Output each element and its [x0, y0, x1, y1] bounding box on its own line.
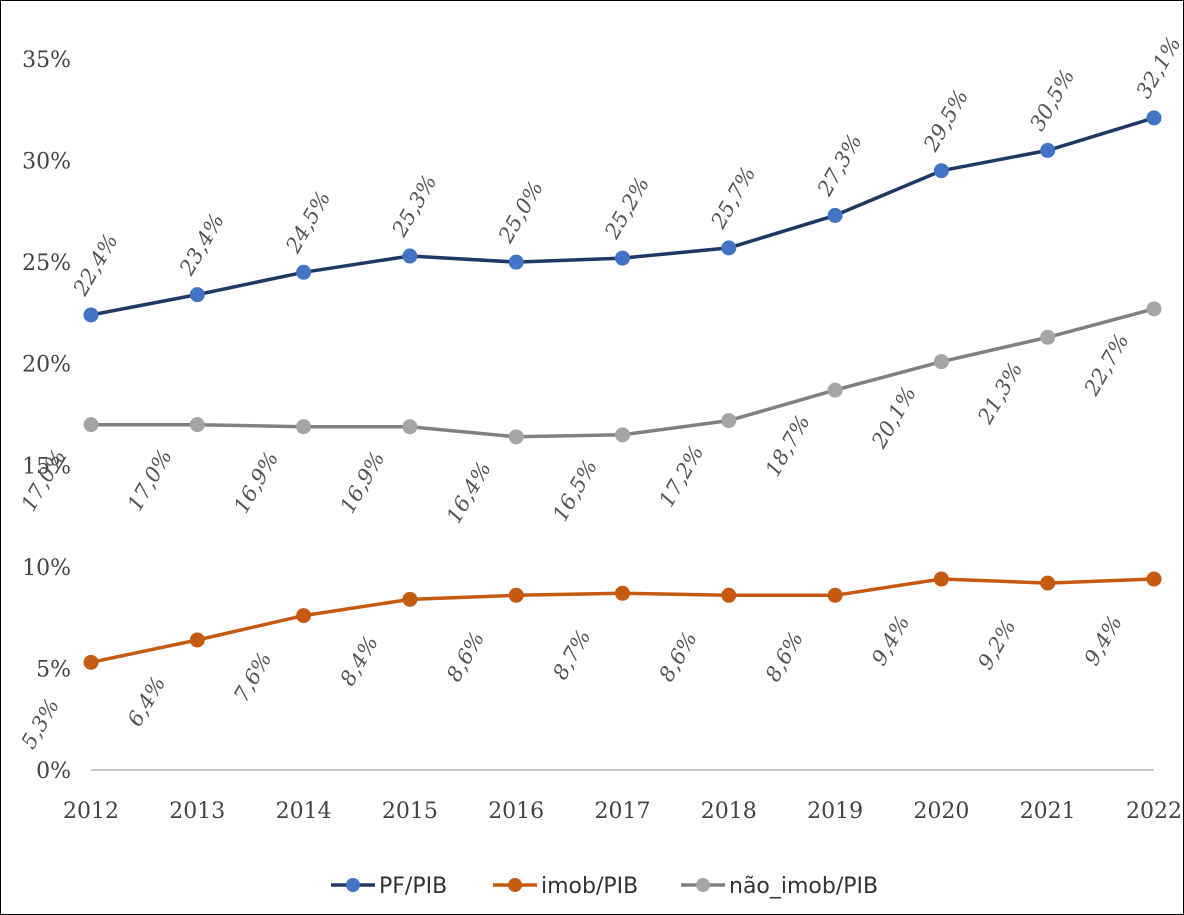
data-label: 24,5% [281, 187, 336, 258]
data-point [721, 587, 737, 603]
data-point [721, 413, 737, 429]
y-tick-label: 30% [22, 150, 71, 175]
data-label: 16,9% [229, 447, 283, 517]
data-point [615, 427, 630, 443]
x-tick-label: 2014 [276, 799, 332, 824]
data-point [1146, 110, 1162, 126]
y-tick-label: 35% [22, 48, 71, 73]
data-label: 21,3% [973, 358, 1028, 429]
y-tick-label: 25% [22, 251, 71, 276]
data-label: 32,1% [1132, 33, 1183, 103]
data-label: 29,5% [918, 85, 973, 156]
data-point [189, 417, 205, 433]
data-label: 25,2% [600, 173, 655, 244]
x-tick-label: 2020 [913, 799, 969, 824]
data-point [402, 591, 418, 607]
data-label: 16,9% [335, 447, 389, 517]
data-label: 8,7% [548, 626, 595, 684]
x-tick-label: 2021 [1020, 799, 1076, 824]
x-tick-label: 2019 [807, 799, 863, 824]
legend-entry-label: PF/PIB [379, 874, 447, 899]
data-label: 18,7% [761, 411, 815, 481]
data-label: 25,7% [706, 163, 761, 234]
data-point [933, 571, 949, 587]
data-point [508, 429, 524, 445]
x-tick-label: 2012 [63, 799, 119, 824]
data-label: 9,4% [1080, 611, 1127, 669]
data-point [83, 307, 99, 323]
data-point [83, 654, 99, 670]
data-label: 16,5% [548, 456, 602, 526]
x-tick-label: 2013 [169, 799, 225, 824]
x-tick-label: 2017 [595, 799, 651, 824]
data-point [827, 587, 843, 603]
data-label: 8,4% [335, 632, 382, 690]
data-point [721, 240, 737, 256]
data-label: 9,4% [867, 611, 914, 669]
data-point [508, 587, 524, 603]
data-label: 16,4% [442, 458, 496, 528]
y-tick-label: 5% [36, 657, 71, 682]
legend-swatch-marker [508, 878, 522, 892]
data-label: 22,4% [68, 230, 123, 301]
y-tick-label: 20% [22, 353, 71, 378]
x-tick-label: 2022 [1126, 799, 1182, 824]
data-label: 27,3% [812, 130, 867, 201]
data-label: 8,6% [442, 628, 489, 686]
data-label: 7,6% [229, 648, 276, 706]
data-point [508, 254, 524, 270]
data-point [1040, 329, 1056, 345]
data-point [827, 207, 843, 223]
y-tick-label: 10% [22, 556, 71, 581]
y-tick-label: 15% [22, 454, 71, 479]
data-label: 8,6% [761, 628, 808, 686]
data-label: 9,2% [973, 615, 1020, 673]
legend-swatch-marker [696, 878, 710, 892]
data-point [189, 287, 205, 303]
axis-layer: 0% 5% 10% 15% 20% 25% 30% 35% 2012 2013 2014 2015 20… [22, 48, 1182, 824]
legend-entry-label: não_imob/PIB [729, 874, 878, 899]
data-point [1040, 142, 1056, 158]
legend-entry-label: imob/PIB [541, 874, 638, 899]
data-label: 6,4% [123, 672, 170, 730]
data-label: 17,0% [123, 445, 177, 515]
data-label: 5,3% [17, 695, 64, 753]
data-point [1040, 575, 1056, 591]
data-point [827, 382, 843, 398]
data-label: 8,6% [654, 628, 701, 686]
data-label: 22,7% [1079, 330, 1134, 401]
series-layer [83, 110, 1162, 670]
legend-swatch-marker [346, 878, 360, 892]
data-point [615, 585, 630, 601]
data-label: 25,3% [387, 171, 442, 242]
data-point [296, 608, 312, 624]
x-tick-label: 2018 [701, 799, 757, 824]
data-label: 23,4% [174, 209, 229, 280]
data-point [615, 250, 630, 266]
data-point [402, 419, 418, 435]
data-point [296, 264, 312, 280]
data-label: 20,1% [866, 382, 921, 453]
y-tick-label: 0% [36, 759, 71, 784]
data-point [296, 419, 312, 435]
data-point [933, 163, 949, 179]
data-label-layer: 22,4% 23,4% 24,5% 25,3% 25,0% 25,2% 25,7% 27,3%… [17, 33, 1183, 753]
data-point [189, 632, 205, 648]
data-point [933, 354, 949, 370]
data-label: 25,0% [493, 177, 548, 248]
x-tick-label: 2016 [488, 799, 544, 824]
data-point [1146, 571, 1162, 587]
data-label: 17,2% [654, 441, 708, 511]
legend: PF/PIB imob/PIB não_imob/PIB [331, 874, 878, 899]
data-point [1146, 301, 1162, 317]
data-label: 30,5% [1025, 65, 1079, 135]
data-point [402, 248, 418, 264]
data-point [83, 417, 99, 433]
x-tick-label: 2015 [382, 799, 438, 824]
